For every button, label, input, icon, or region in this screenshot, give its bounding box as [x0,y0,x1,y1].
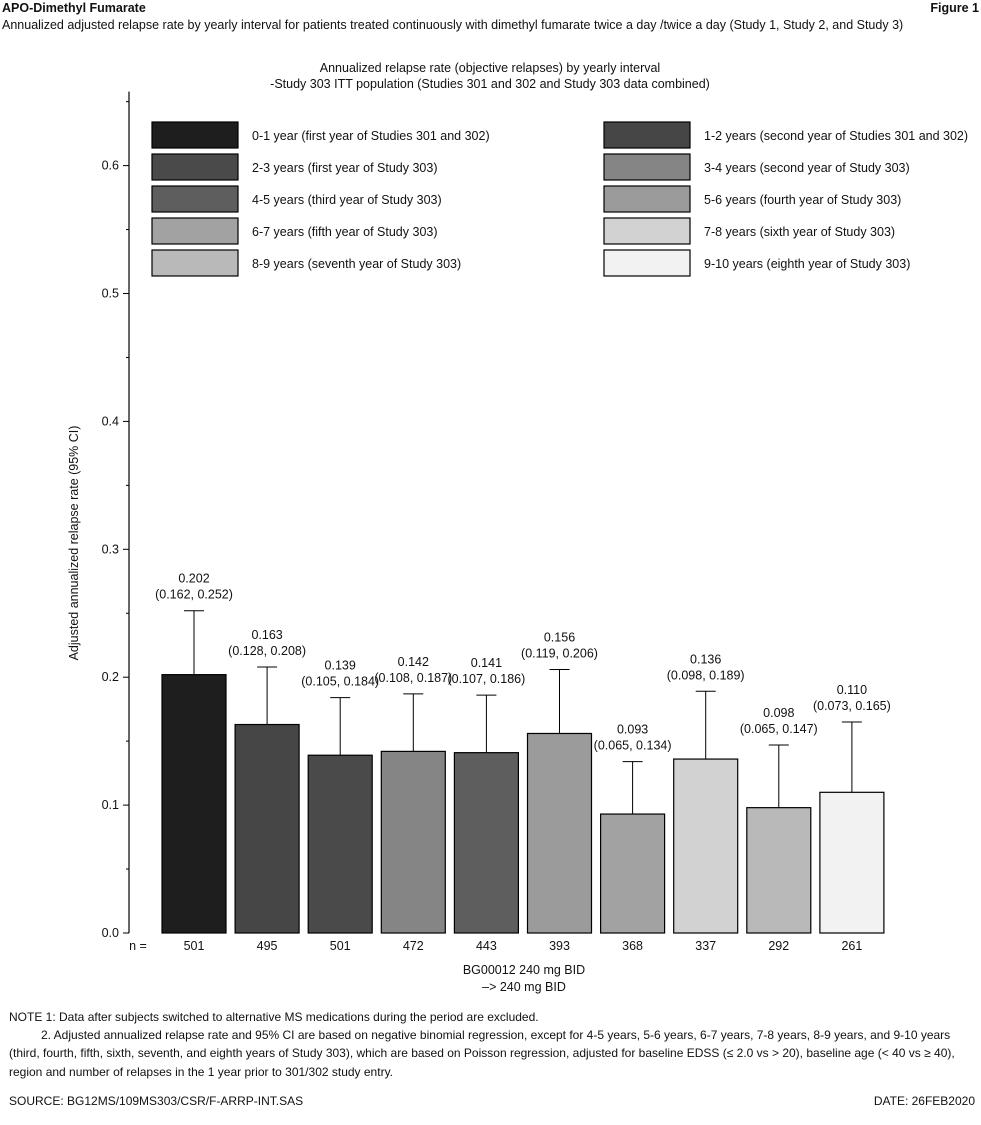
x-axis-label-line2: –> 240 mg BID [482,980,566,994]
value-label: 0.156 [544,631,575,645]
bar [380,750,446,934]
legend-swatch [151,153,239,181]
legend: 0-1 year (first year of Studies 301 and … [151,121,968,277]
n-value: 501 [184,939,205,953]
bar [746,807,812,934]
bar [599,813,666,934]
ci-label: (0.073, 0.165) [813,699,891,713]
y-tick-label: 0.6 [102,159,119,173]
legend-swatch [603,153,691,181]
ci-label: (0.065, 0.147) [740,722,818,736]
y-tick-label: 0.2 [102,670,119,684]
y-tick-label: 0.5 [102,287,119,301]
source-footer: SOURCE: BG12MS/109MS303/CSR/F-ARRP-INT.S… [9,1094,304,1108]
x-axis-label-line1: BG00012 240 mg BID [463,963,585,977]
bar [453,752,519,934]
n-value: 292 [768,939,789,953]
legend-label: 1-2 years (second year of Studies 301 an… [704,129,968,143]
value-label: 0.098 [763,706,794,720]
n-value: 337 [695,939,716,953]
ci-label: (0.119, 0.206) [521,647,598,661]
value-label: 0.093 [617,723,648,737]
legend-swatch [603,249,691,277]
legend-label: 5-6 years (fourth year of Study 303) [704,193,901,207]
legend-swatch [603,121,691,149]
n-value: 501 [330,939,351,953]
legend-swatch [151,249,239,277]
chart-title: Annualized relapse rate (objective relap… [320,61,660,75]
ci-label: (0.108, 0.187) [374,671,452,685]
bar [307,754,373,934]
value-label: 0.110 [837,683,867,697]
legend-swatch [603,185,691,213]
ci-label: (0.107, 0.186) [447,672,525,686]
n-value: 495 [257,939,278,953]
ci-label: (0.162, 0.252) [155,588,233,602]
value-label: 0.202 [178,572,209,586]
ci-label: (0.105, 0.184) [301,675,379,689]
legend-label: 6-7 years (fifth year of Study 303) [252,225,438,239]
ci-label: (0.098, 0.189) [667,668,745,682]
legend-swatch [151,185,239,213]
value-label: 0.136 [690,652,721,666]
bar [526,732,593,934]
value-label: 0.141 [471,656,502,670]
note-1: NOTE 1: Data after subjects switched to … [9,1010,539,1024]
error-bars-group [184,610,862,815]
y-tick-label: 0.3 [102,542,119,556]
value-label: 0.142 [398,655,429,669]
chart-subtitle: -Study 303 ITT population (Studies 301 a… [270,77,710,91]
legend-swatch [603,217,691,245]
legend-label: 0-1 year (first year of Studies 301 and … [252,129,490,143]
n-label: n = [129,939,147,953]
ci-label: (0.128, 0.208) [228,644,306,658]
bar [673,758,739,934]
page-header: APO-Dimethyl Fumarate Annualized adjuste… [2,0,903,34]
n-row: n = 501 495 501 472 443 393 368 337 292 261 [129,939,862,953]
legend-swatch [151,121,239,149]
legend-label: 2-3 years (first year of Study 303) [252,161,438,175]
n-value: 368 [622,939,643,953]
legend-label: 7-8 years (sixth year of Study 303) [704,225,895,239]
bars-group [161,674,885,934]
n-value: 261 [841,939,862,953]
legend-swatch [151,217,239,245]
figure-label: Figure 1 [930,1,979,15]
bar [234,723,300,934]
legend-label: 4-5 years (third year of Study 303) [252,193,442,207]
value-label: 0.163 [251,628,282,642]
y-tick-label: 0.4 [102,414,119,428]
ci-label: (0.065, 0.134) [594,739,672,753]
value-label: 0.139 [325,659,356,673]
date-footer: DATE: 26FEB2020 [873,1094,975,1108]
n-value: 443 [476,939,497,953]
legend-label: 9-10 years (eighth year of Study 303) [704,257,910,271]
bar [161,674,227,934]
note-2: 2. Adjusted annualized relapse rate and … [9,1028,955,1079]
bar [819,791,885,934]
n-value: 472 [403,939,424,953]
legend-label: 8-9 years (seventh year of Study 303) [252,257,461,271]
y-tick-label: 0.1 [102,798,119,812]
document-title: APO-Dimethyl Fumarate [2,1,146,15]
data-labels-group: 0.202 (0.162, 0.252) 0.163 (0.128, 0.208) 0.… [155,572,891,753]
document-subtitle: Annualized adjusted relapse rate by year… [2,18,904,32]
y-axis-label: Adjusted annualized relapse rate (95% CI… [67,426,81,661]
relapse-rate-chart: Annualized relapse rate (objective relap… [67,61,968,994]
axes: 0.0 0.1 0.2 0.3 0.4 0.5 0.6 [102,91,130,940]
n-value: 393 [549,939,570,953]
legend-label: 3-4 years (second year of Study 303) [704,161,910,175]
notes-section: NOTE 1: Data after subjects switched to … [9,1008,975,1081]
y-tick-label: 0.0 [102,926,119,940]
